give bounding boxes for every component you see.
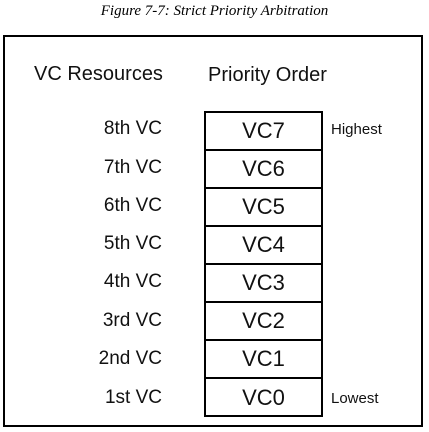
resource-label: 4th VC bbox=[103, 271, 162, 292]
priority-stack: VC7 VC6 VC5 VC4 VC3 VC2 VC1 VC0 bbox=[204, 111, 323, 417]
vc-box: VC4 bbox=[206, 227, 321, 265]
vc-box: VC0 bbox=[242, 385, 285, 410]
resource-label: 2nd VC bbox=[98, 348, 162, 369]
highest-label: Highest bbox=[331, 121, 382, 138]
vc-box: VC6 bbox=[206, 151, 321, 189]
resource-label: 1st VC bbox=[104, 387, 162, 408]
lowest-label: Lowest bbox=[331, 390, 379, 407]
resource-label: 5th VC bbox=[103, 233, 162, 254]
vc-box: VC3 bbox=[206, 265, 321, 303]
resource-label: 3rd VC bbox=[102, 310, 162, 331]
resource-label: 6th VC bbox=[103, 195, 162, 216]
vc-box: VC1 bbox=[206, 341, 321, 379]
vc-box: VC5 bbox=[206, 189, 321, 227]
figure-caption: Figure 7-7: Strict Priority Arbitration bbox=[100, 3, 329, 19]
diagram-frame bbox=[3, 35, 423, 427]
resource-label: 8th VC bbox=[103, 118, 162, 139]
priority-order-header: Priority Order bbox=[208, 64, 327, 86]
vc-resources-header: VC Resources bbox=[34, 63, 163, 85]
vc-box: VC7 bbox=[206, 113, 321, 151]
resource-label: 7th VC bbox=[103, 157, 162, 178]
vc-box: VC2 bbox=[206, 303, 321, 341]
